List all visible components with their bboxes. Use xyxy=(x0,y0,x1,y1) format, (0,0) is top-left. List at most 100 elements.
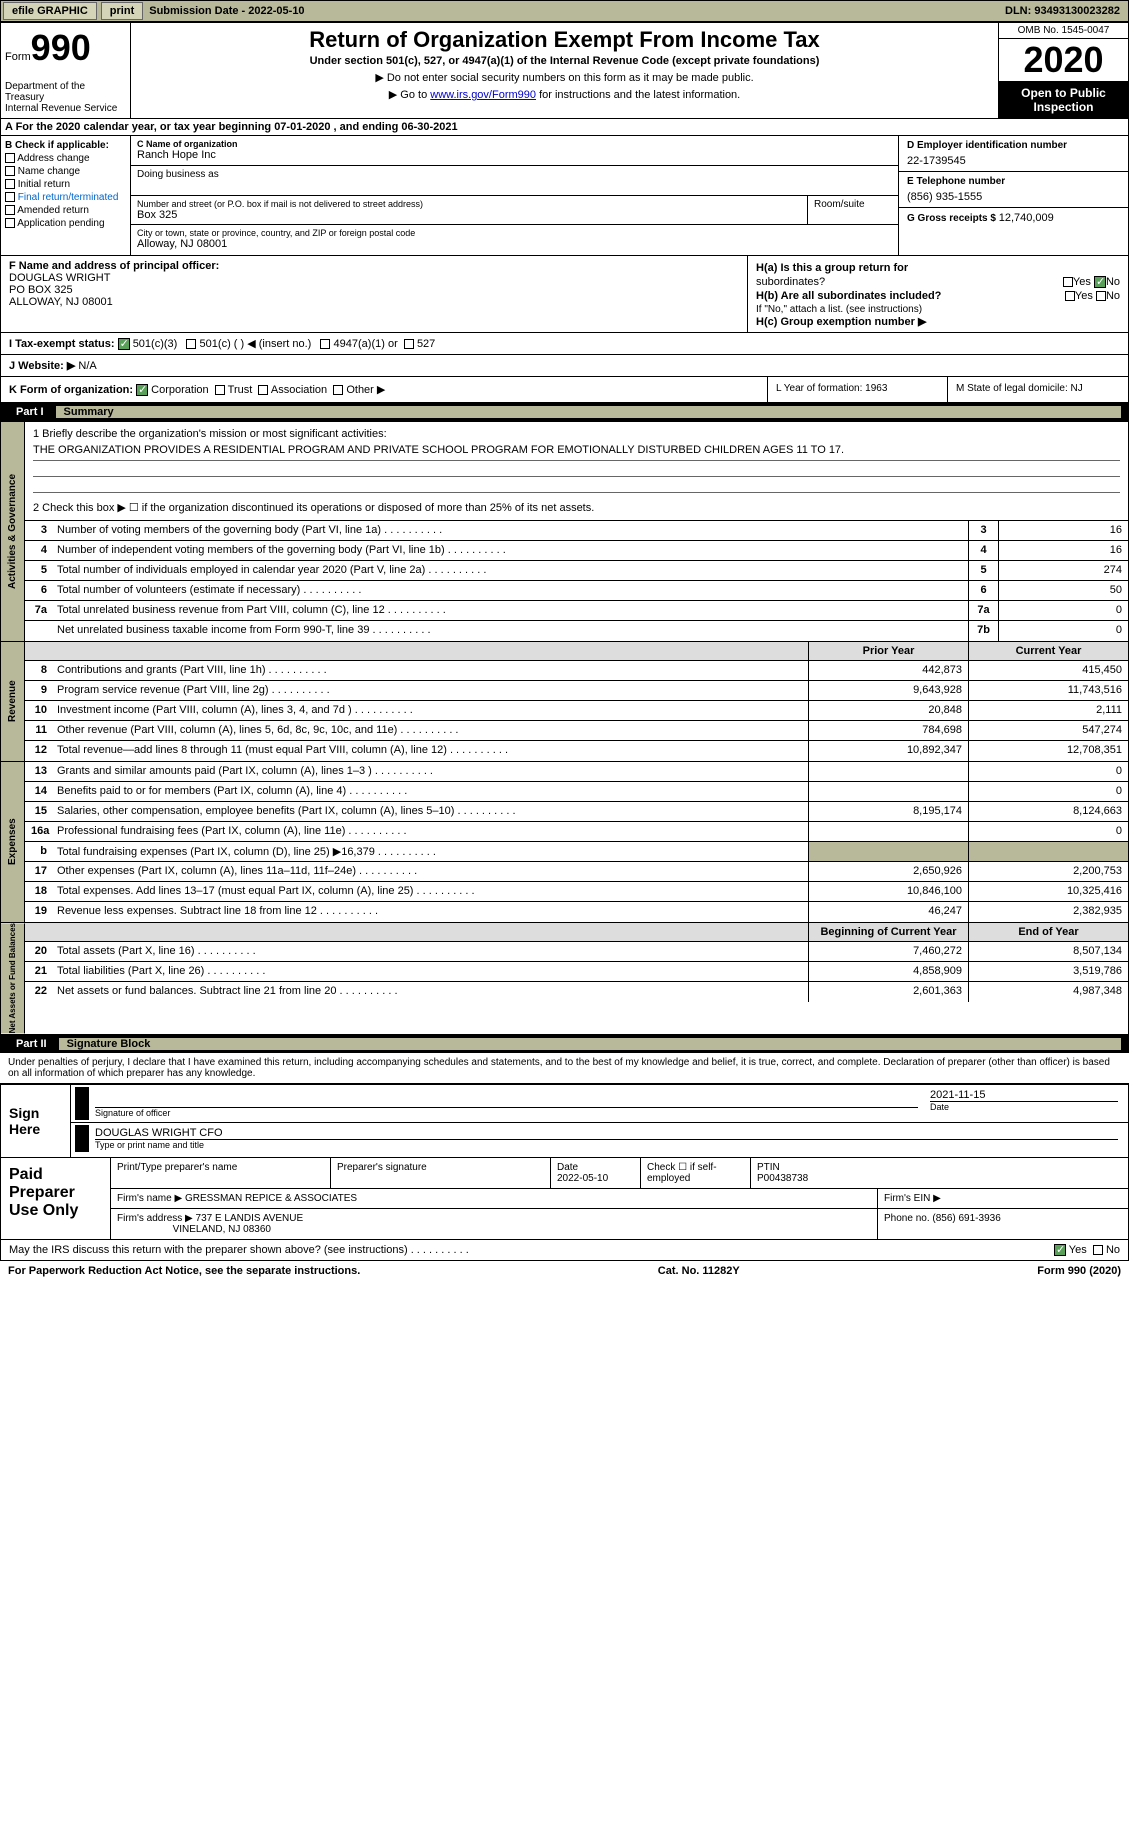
col-c-org-info: C Name of organization Ranch Hope Inc Do… xyxy=(131,136,898,255)
chk-501c3[interactable] xyxy=(118,338,130,350)
inspection-label: Open to Public Inspection xyxy=(999,82,1128,118)
data-row: 21Total liabilities (Part X, line 26)4,8… xyxy=(25,962,1128,982)
data-row: 20Total assets (Part X, line 16)7,460,27… xyxy=(25,942,1128,962)
data-row: 9Program service revenue (Part VIII, lin… xyxy=(25,681,1128,701)
sign-here-label: Sign Here xyxy=(1,1085,71,1157)
chk-name-change[interactable] xyxy=(5,166,15,176)
section-fh: F Name and address of principal officer:… xyxy=(0,256,1129,333)
col-b-checkboxes: B Check if applicable: Address change Na… xyxy=(1,136,131,255)
summary-expenses: Expenses 13Grants and similar amounts pa… xyxy=(0,762,1129,923)
data-row: 11Other revenue (Part VIII, column (A), … xyxy=(25,721,1128,741)
data-row: 19Revenue less expenses. Subtract line 1… xyxy=(25,902,1128,922)
paid-preparer-label: Paid Preparer Use Only xyxy=(1,1158,111,1239)
side-label-expenses: Expenses xyxy=(1,762,25,922)
sig-declaration: Under penalties of perjury, I declare th… xyxy=(0,1053,1129,1084)
ein-value: 22-1739545 xyxy=(907,151,1120,167)
data-row: 22Net assets or fund balances. Subtract … xyxy=(25,982,1128,1002)
data-row: 13Grants and similar amounts paid (Part … xyxy=(25,762,1128,782)
data-row: 17Other expenses (Part IX, column (A), l… xyxy=(25,862,1128,882)
officer-sig-date: 2021-11-15 xyxy=(930,1089,1118,1101)
room-suite: Room/suite xyxy=(808,196,898,224)
data-row: 10Investment income (Part VIII, column (… xyxy=(25,701,1128,721)
data-row: 12Total revenue—add lines 8 through 11 (… xyxy=(25,741,1128,761)
state-domicile: M State of legal domicile: NJ xyxy=(948,377,1128,402)
data-row: 7aTotal unrelated business revenue from … xyxy=(25,601,1128,621)
chk-other[interactable] xyxy=(333,385,343,395)
chk-4947[interactable] xyxy=(320,339,330,349)
omb-number: OMB No. 1545-0047 xyxy=(999,23,1128,39)
part1-header: Part I Summary xyxy=(0,403,1129,421)
sign-here-section: Sign Here Signature of officer 2021-11-1… xyxy=(0,1084,1129,1158)
row-i-tax-status: I Tax-exempt status: 501(c)(3) 501(c) ( … xyxy=(0,333,1129,355)
chk-discuss-no[interactable] xyxy=(1093,1245,1103,1255)
instruction-ssn: ▶ Do not enter social security numbers o… xyxy=(135,71,994,84)
footer: For Paperwork Reduction Act Notice, see … xyxy=(0,1261,1129,1281)
data-row: Net unrelated business taxable income fr… xyxy=(25,621,1128,641)
main-title: Return of Organization Exempt From Incom… xyxy=(135,27,994,53)
chk-application-pending[interactable] xyxy=(5,218,15,228)
form-number-box: Form990 Department of the Treasury Inter… xyxy=(1,23,131,118)
subtitle: Under section 501(c), 527, or 4947(a)(1)… xyxy=(135,55,994,67)
data-row: 16aProfessional fundraising fees (Part I… xyxy=(25,822,1128,842)
preparer-section: Paid Preparer Use Only Print/Type prepar… xyxy=(0,1158,1129,1240)
data-row: 6Total number of volunteers (estimate if… xyxy=(25,581,1128,601)
chk-association[interactable] xyxy=(258,385,268,395)
data-row: 15Salaries, other compensation, employee… xyxy=(25,802,1128,822)
side-label-revenue: Revenue xyxy=(1,642,25,761)
section-bcd: B Check if applicable: Address change Na… xyxy=(0,136,1129,256)
side-label-governance: Activities & Governance xyxy=(1,422,25,641)
col-d-ein: D Employer identification number 22-1739… xyxy=(898,136,1128,255)
col-k-form-org: K Form of organization: Corporation Trus… xyxy=(1,377,768,402)
efile-label: efile GRAPHIC xyxy=(3,2,97,20)
submission-label: Submission Date - 2022-05-10 xyxy=(145,5,308,17)
chk-ha-no[interactable] xyxy=(1094,276,1106,288)
chk-discuss-yes[interactable] xyxy=(1054,1244,1066,1256)
data-row: 18Total expenses. Add lines 13–17 (must … xyxy=(25,882,1128,902)
print-button[interactable]: print xyxy=(101,2,143,20)
chk-501c[interactable] xyxy=(186,339,196,349)
side-label-net-assets: Net Assets or Fund Balances xyxy=(1,923,25,1033)
row-j-website: J Website: ▶ N/A xyxy=(0,355,1129,377)
chk-ha-yes[interactable] xyxy=(1063,277,1073,287)
data-row: 3Number of voting members of the governi… xyxy=(25,521,1128,541)
year-formation: L Year of formation: 1963 xyxy=(768,377,948,402)
firm-address: 737 E LANDIS AVENUE xyxy=(196,1213,304,1224)
chk-address-change[interactable] xyxy=(5,153,15,163)
discuss-row: May the IRS discuss this return with the… xyxy=(0,1240,1129,1261)
irs-link[interactable]: www.irs.gov/Form990 xyxy=(430,89,536,101)
topbar: efile GRAPHIC print Submission Date - 20… xyxy=(0,0,1129,22)
org-address: Box 325 xyxy=(137,209,801,221)
summary-revenue: Revenue Prior YearCurrent Year 8Contribu… xyxy=(0,642,1129,762)
dept-treasury: Department of the Treasury Internal Reve… xyxy=(5,69,126,114)
officer-printed-name: DOUGLAS WRIGHT CFO xyxy=(95,1127,1118,1139)
part2-header: Part II Signature Block xyxy=(0,1035,1129,1053)
gross-receipts: 12,740,009 xyxy=(999,212,1054,224)
chk-final-return[interactable] xyxy=(5,192,15,202)
omb-box: OMB No. 1545-0047 2020 Open to Public In… xyxy=(998,23,1128,118)
data-row: 5Total number of individuals employed in… xyxy=(25,561,1128,581)
summary-net-assets: Net Assets or Fund Balances Beginning of… xyxy=(0,923,1129,1034)
chk-hb-yes[interactable] xyxy=(1065,291,1075,301)
summary-governance: Activities & Governance 1 Briefly descri… xyxy=(0,421,1129,642)
org-city: Alloway, NJ 08001 xyxy=(137,238,892,250)
chk-hb-no[interactable] xyxy=(1096,291,1106,301)
form-header: Form990 Department of the Treasury Inter… xyxy=(0,22,1129,119)
data-row: bTotal fundraising expenses (Part IX, co… xyxy=(25,842,1128,862)
mission-text: THE ORGANIZATION PROVIDES A RESIDENTIAL … xyxy=(33,440,1120,461)
chk-initial-return[interactable] xyxy=(5,179,15,189)
tax-year: 2020 xyxy=(999,39,1128,82)
col-h-group: H(a) Is this a group return for subordin… xyxy=(748,256,1128,332)
chk-amended[interactable] xyxy=(5,205,15,215)
instruction-link: ▶ Go to www.irs.gov/Form990 for instruct… xyxy=(135,88,994,101)
row-klm: K Form of organization: Corporation Trus… xyxy=(0,377,1129,403)
preparer-phone: (856) 691-3936 xyxy=(932,1213,1000,1224)
chk-527[interactable] xyxy=(404,339,414,349)
dln: DLN: 93493130023282 xyxy=(1005,5,1128,17)
data-row: 8Contributions and grants (Part VIII, li… xyxy=(25,661,1128,681)
preparer-date: 2022-05-10 xyxy=(557,1173,608,1184)
chk-trust[interactable] xyxy=(215,385,225,395)
phone-value: (856) 935-1555 xyxy=(907,187,1120,203)
data-row: 4Number of independent voting members of… xyxy=(25,541,1128,561)
chk-corporation[interactable] xyxy=(136,384,148,396)
firm-name: GRESSMAN REPICE & ASSOCIATES xyxy=(185,1193,357,1204)
